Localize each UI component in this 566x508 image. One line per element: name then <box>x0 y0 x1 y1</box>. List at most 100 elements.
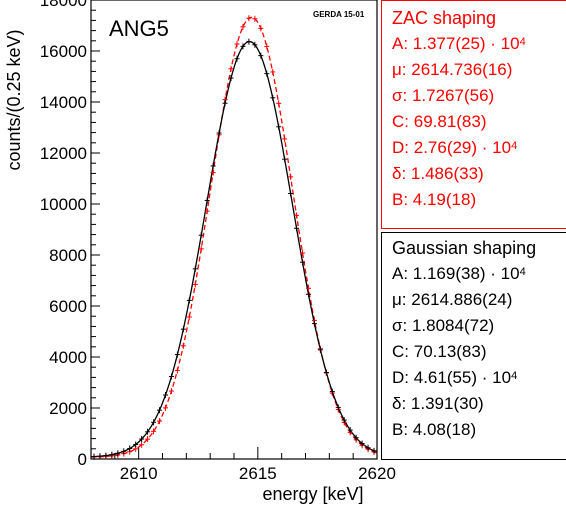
y-tick-label: 14000 <box>40 93 87 112</box>
data-point <box>300 249 306 256</box>
data-point <box>294 225 300 232</box>
legend-param: D: 4.61(55) · 104 <box>382 365 566 391</box>
data-point <box>288 190 294 197</box>
data-point <box>192 281 198 288</box>
y-tick-label: 8000 <box>49 246 87 265</box>
data-point <box>258 52 264 59</box>
data-point <box>341 417 347 424</box>
curves <box>90 16 378 458</box>
legend-param-symbol: σ: <box>392 316 412 335</box>
data-points <box>91 15 377 460</box>
data-point <box>246 38 252 45</box>
data-point <box>186 313 192 320</box>
data-point <box>91 453 97 460</box>
legend-param-symbol: C: <box>392 342 414 361</box>
x-axis-title: energy [keV] <box>262 484 363 504</box>
data-point <box>311 320 317 327</box>
legend-zac: ZAC shaping A: 1.377(25) · 10 4 μ: 2614.73… <box>381 0 566 229</box>
legend-param: D: 2.76(29) · 104 <box>382 135 566 161</box>
data-point <box>288 173 294 180</box>
data-point <box>329 388 335 395</box>
data-point <box>228 75 234 82</box>
data-point <box>109 451 115 458</box>
y-tick-label: 18000 <box>40 0 87 10</box>
legend-param-symbol: A: <box>392 264 413 283</box>
data-point <box>204 197 210 204</box>
legend-param-value: 1.169(38) · 10 <box>412 264 520 283</box>
data-point <box>222 100 228 107</box>
legend-zac-params: A: 1.377(25) · 104 μ: 2614.736(16) σ: 1.72… <box>382 31 566 213</box>
data-point <box>127 445 133 452</box>
data-point <box>198 232 204 239</box>
data-point <box>258 25 264 32</box>
axis-ticks: 0 2000 4000 6000 8000 10000 12000 14000 16000 180… <box>40 0 396 483</box>
data-point <box>240 23 246 30</box>
legend-param: B: 4.19(18) <box>382 187 566 213</box>
data-point <box>162 404 168 411</box>
data-point <box>186 297 192 304</box>
data-point <box>264 70 270 77</box>
legend-param-exponent: 4 <box>511 140 518 152</box>
data-point <box>198 245 204 252</box>
legend-param-value: 69.81(83) <box>413 112 487 131</box>
legend-param-value: 1.8084(72) <box>411 316 495 335</box>
legend-param: B: 4.08(18) <box>382 417 566 443</box>
data-point <box>335 404 341 411</box>
y-tick-label: 4000 <box>49 348 87 367</box>
data-point <box>151 419 157 426</box>
data-point <box>305 285 311 292</box>
data-point <box>162 392 168 399</box>
data-point <box>204 208 210 215</box>
x-tick-label: 2610 <box>120 464 158 483</box>
legend-param: C: 69.81(83) <box>382 109 566 135</box>
data-point <box>180 342 186 349</box>
legend-param: δ: 1.486(33) <box>382 161 566 187</box>
legend-param-value: 2.76(29) · 10 <box>413 138 512 157</box>
legend-param-symbol: A: <box>392 34 413 53</box>
data-point <box>192 265 198 272</box>
legend-param: A: 1.169(38) · 104 <box>382 261 566 287</box>
data-point <box>157 418 163 425</box>
legend-param-value: 70.13(83) <box>413 342 487 361</box>
data-point <box>168 388 174 395</box>
legend-param-value: 1.377(25) · 10 <box>412 34 520 53</box>
data-point <box>151 428 157 435</box>
data-point <box>145 428 151 435</box>
legend-param: μ: 2614.736(16) <box>382 57 566 83</box>
data-point <box>216 130 222 137</box>
data-point <box>270 94 276 101</box>
data-point <box>300 259 306 266</box>
data-point <box>371 447 377 454</box>
legend-param-symbol: B: <box>392 420 413 439</box>
y-tick-label: 6000 <box>49 297 87 316</box>
y-tick-label: 12000 <box>40 144 87 163</box>
data-point <box>180 326 186 333</box>
curve-gaussian <box>90 40 378 458</box>
data-point <box>276 100 282 107</box>
data-point <box>121 448 127 455</box>
x-tick-label: 2620 <box>358 464 396 483</box>
legend-param-symbol: δ: <box>392 394 411 413</box>
data-point <box>246 15 252 22</box>
data-point <box>365 444 371 451</box>
legend-param-value: 1.486(33) <box>410 164 484 183</box>
legend-param-symbol: δ: <box>392 164 411 183</box>
legend-param-value: 4.61(55) · 10 <box>413 368 512 387</box>
data-point <box>323 369 329 376</box>
x-tick-label: 2615 <box>239 464 277 483</box>
legend-param-value: 1.7267(56) <box>411 86 495 105</box>
data-point <box>270 68 276 75</box>
data-point <box>174 367 180 374</box>
legend-param-value: 4.08(18) <box>412 420 477 439</box>
data-point <box>282 156 288 163</box>
data-point <box>276 123 282 130</box>
legend-param: σ: 1.8084(72) <box>382 313 566 339</box>
legend-param-value: 2614.736(16) <box>411 60 513 79</box>
data-point <box>210 169 216 176</box>
data-point <box>353 434 359 441</box>
y-axis-title: counts/(0.25 keV) <box>4 29 24 170</box>
legend-zac-title: ZAC shaping <box>392 8 497 28</box>
data-point <box>305 291 311 298</box>
panel-label: ANG5 <box>109 16 169 41</box>
